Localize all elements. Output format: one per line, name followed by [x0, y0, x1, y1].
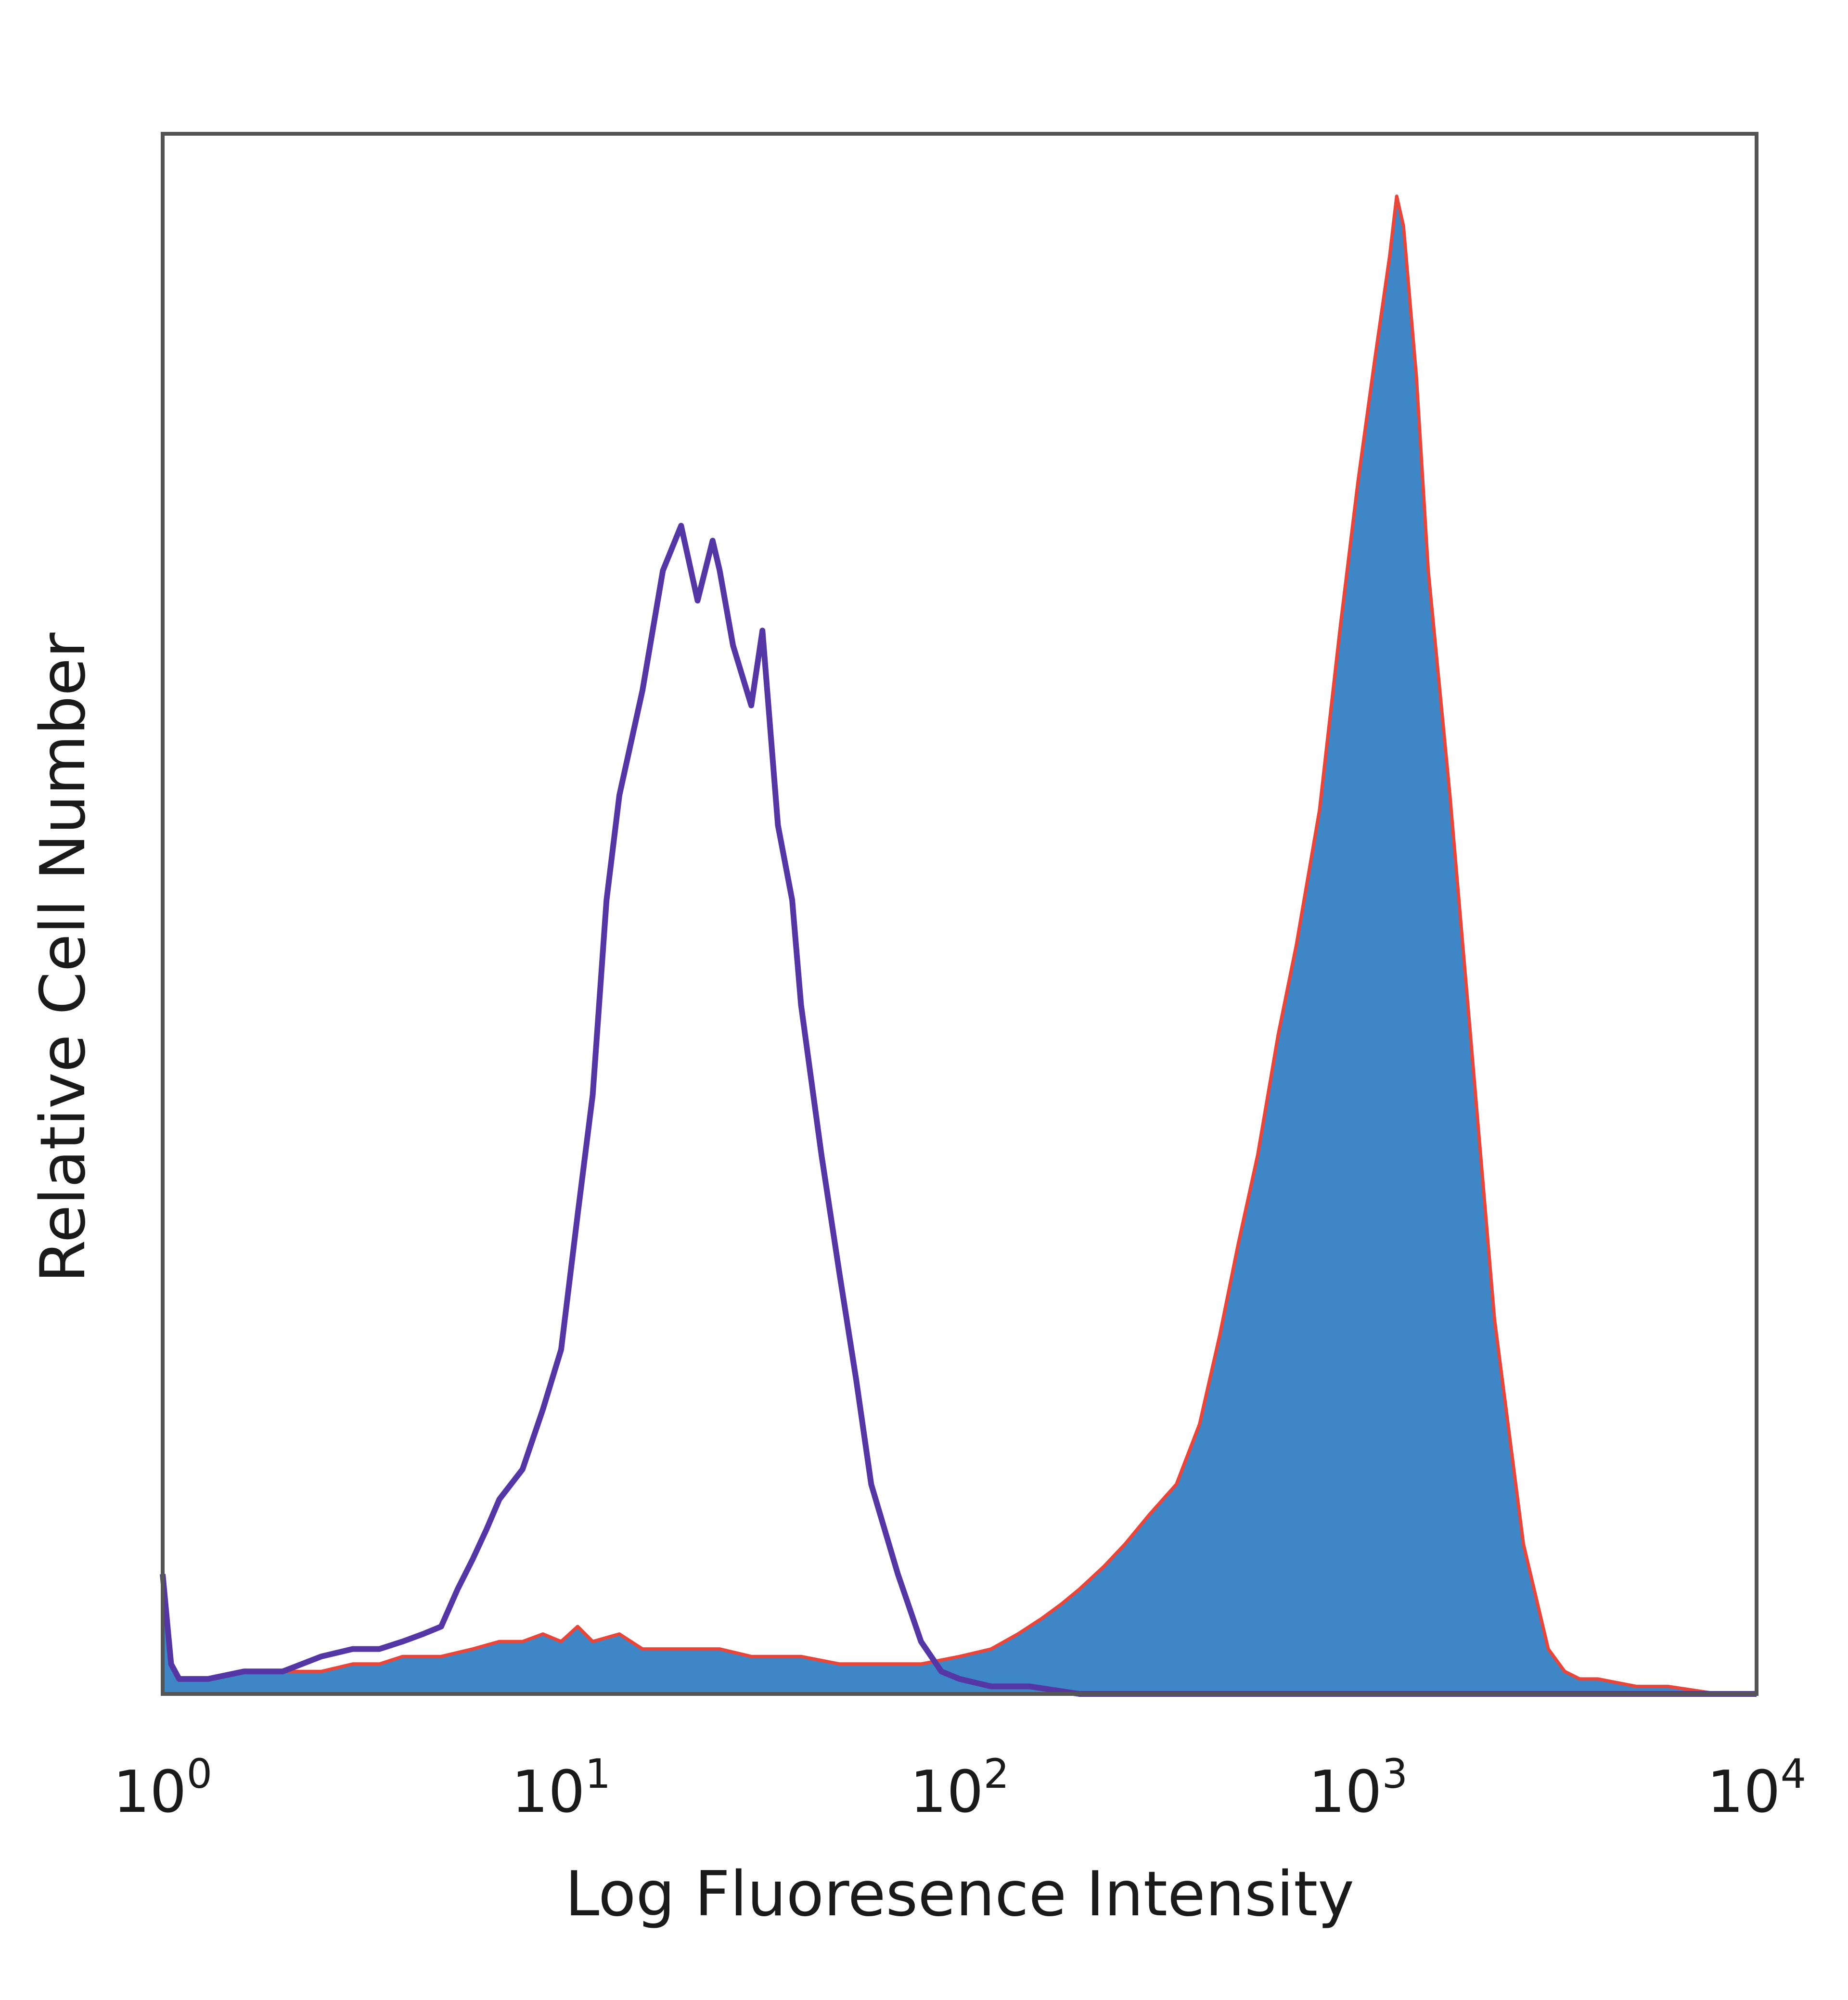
x-tick-label: 102: [910, 1750, 1009, 1826]
plot-area: [160, 194, 1757, 1697]
stained-histogram-outline: [161, 194, 1757, 1696]
x-tick-labels: 100 101 102 103 104: [113, 1750, 1806, 1826]
x-tick-label: 100: [113, 1750, 212, 1826]
x-tick-label: 101: [512, 1750, 611, 1826]
y-axis-label: Relative Cell Number: [27, 632, 99, 1282]
x-tick-label: 104: [1707, 1750, 1806, 1826]
stained-histogram-fill: [163, 196, 1757, 1694]
plot-frame: [161, 132, 1758, 1696]
x-axis-label: Log Fluoresence Intensity: [565, 1859, 1354, 1930]
control-histogram-line: [160, 523, 1757, 1697]
x-tick-label: 103: [1309, 1750, 1408, 1826]
